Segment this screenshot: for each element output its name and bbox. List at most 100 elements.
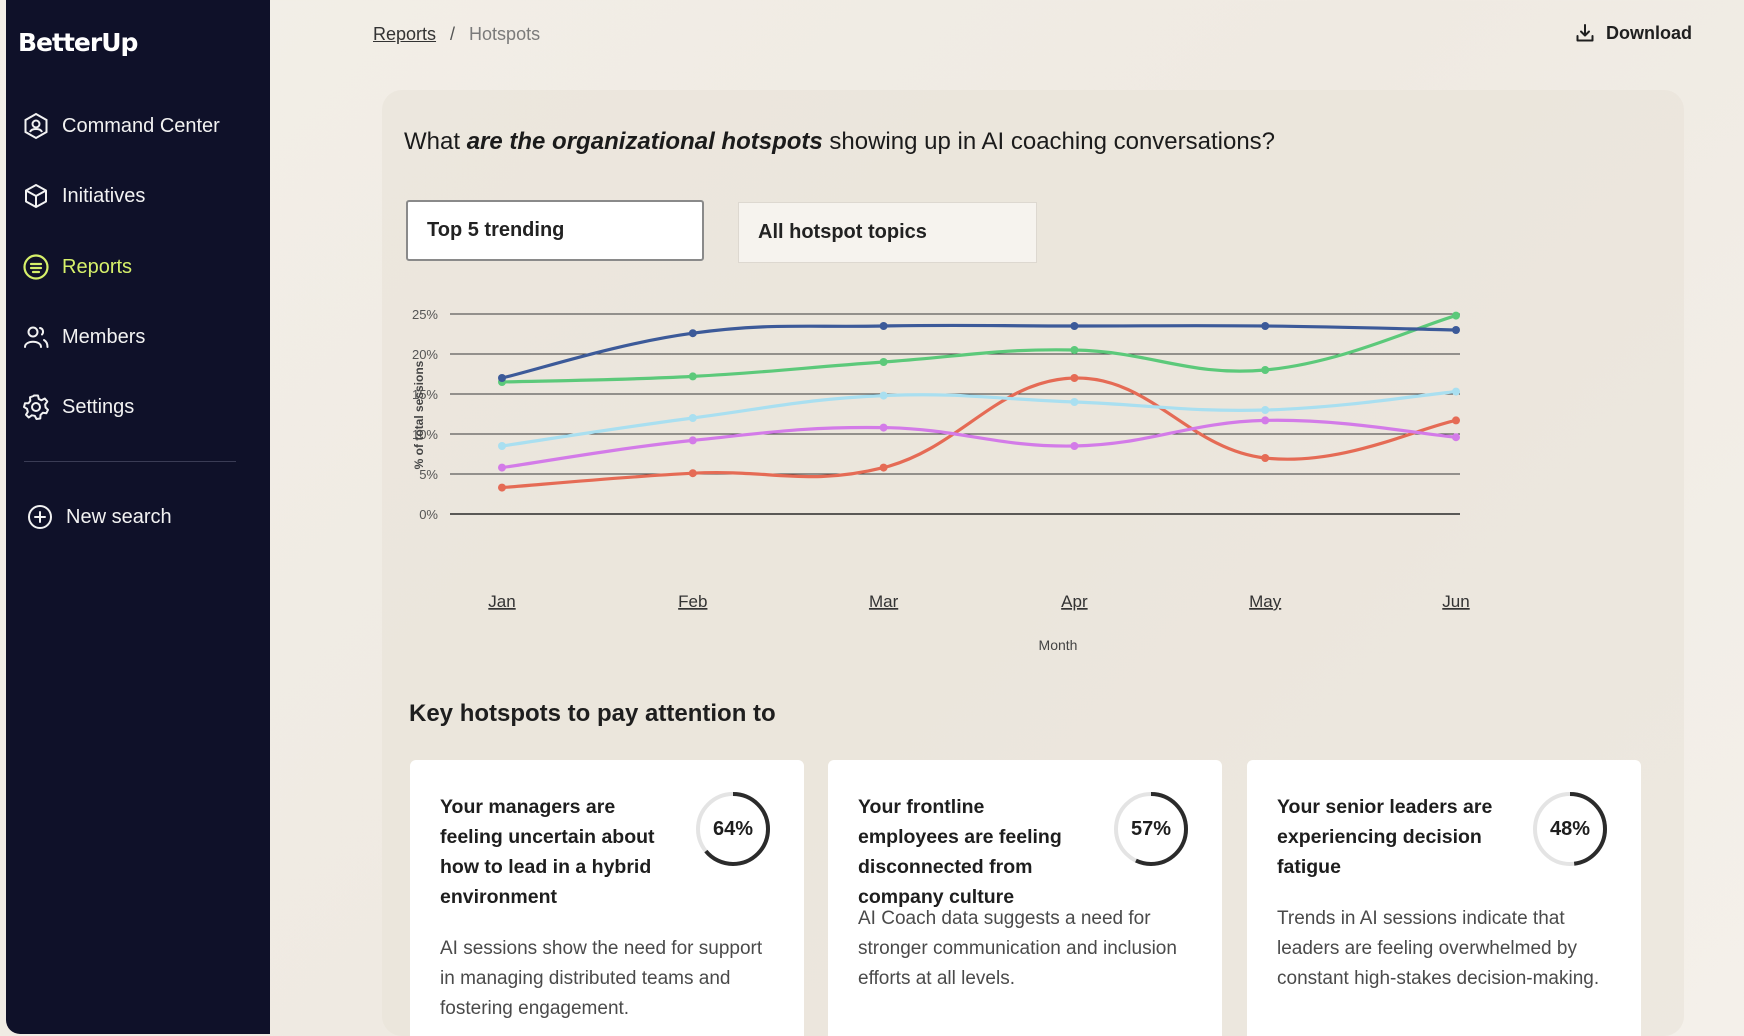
series-point: [879, 423, 888, 432]
series-point: [1070, 374, 1079, 382]
series-point: [498, 483, 506, 492]
series-point: [1261, 416, 1270, 425]
y-tick-label: 5%: [419, 467, 438, 482]
sidebar-item-command-center[interactable]: Command Center: [22, 112, 220, 140]
download-button[interactable]: Download: [1574, 22, 1692, 44]
question-text-1: What: [404, 128, 467, 155]
percent-ring: 48%: [1529, 788, 1611, 870]
gear-icon: [23, 394, 49, 420]
series-point: [1070, 322, 1079, 330]
series-line: [500, 323, 1458, 380]
sidebar-item-label: Initiatives: [62, 184, 146, 207]
series-point: [498, 374, 506, 382]
series-point: [498, 463, 506, 472]
y-axis-label: % of total sessions: [412, 360, 426, 469]
series-point: [879, 463, 888, 472]
series-point: [879, 322, 888, 330]
series-point: [1261, 454, 1270, 462]
series-point: [688, 469, 697, 478]
series-line: [500, 418, 1458, 470]
series-point: [1261, 406, 1270, 414]
hotspot-card[interactable]: Your senior leaders are experiencing dec…: [1247, 760, 1641, 1036]
section-title: Key hotspots to pay attention to: [409, 700, 776, 727]
y-tick-label: 0%: [419, 507, 438, 522]
percent-label: 48%: [1549, 817, 1591, 840]
breadcrumb-reports-link[interactable]: Reports: [373, 24, 437, 44]
x-tick-label: Apr: [1061, 592, 1088, 611]
x-tick-label: May: [1249, 592, 1282, 611]
x-tick-label: Feb: [678, 592, 707, 611]
series-point: [498, 442, 506, 450]
series-point: [688, 372, 697, 381]
x-tick-label: Jan: [488, 592, 515, 611]
hotspot-card[interactable]: Your frontline employees are feeling dis…: [828, 760, 1222, 1036]
new-search-button[interactable]: New search: [26, 503, 172, 531]
sidebar-item-reports[interactable]: Reports: [22, 253, 132, 281]
plus-circle-icon: [28, 505, 52, 529]
report-circle-icon: [23, 254, 49, 280]
series-line: [500, 390, 1458, 448]
ring-progress: [1533, 792, 1607, 866]
sidebar-item-label: Members: [62, 325, 146, 348]
sidebar-item-label: Command Center: [62, 114, 220, 137]
breadcrumb-current: Hotspots: [469, 24, 541, 44]
percent-label: 64%: [712, 817, 754, 840]
series-point: [879, 358, 888, 366]
x-axis-label: Month: [1039, 637, 1078, 653]
breadcrumb-separator: /: [450, 24, 456, 44]
series-point: [1261, 366, 1270, 374]
series-line: [500, 376, 1458, 490]
sidebar-item-members[interactable]: Members: [22, 323, 145, 351]
card-title: Your managers are feeling uncertain abou…: [440, 796, 655, 908]
card-title: Your frontline employees are feeling dis…: [858, 796, 1062, 908]
hotspot-card[interactable]: Your managers are feeling uncertain abou…: [410, 760, 804, 1036]
y-tick-label: 10%: [412, 427, 438, 442]
x-tick-label: Jun: [1442, 592, 1469, 611]
hexagon-user-icon: [24, 112, 48, 140]
series-point: [879, 391, 888, 400]
percent-ring: 57%: [1110, 788, 1192, 870]
series-point: [688, 414, 697, 422]
card-description: AI Coach data suggests a need for strong…: [858, 908, 1177, 989]
download-icon: [1576, 24, 1594, 42]
series-point: [1070, 398, 1079, 406]
y-tick-label: 25%: [412, 307, 438, 322]
series-point: [1452, 416, 1460, 425]
question-text-emphasis: are the organizational hotspots: [466, 128, 823, 155]
sidebar-divider: [24, 461, 236, 462]
series-point: [1452, 311, 1460, 320]
betterup-logo[interactable]: BetterUp: [18, 28, 138, 57]
ring-progress: [696, 792, 770, 866]
breadcrumb: Reports / Hotspots: [373, 24, 540, 45]
x-tick-label: Mar: [869, 592, 899, 611]
percent-label: 57%: [1130, 817, 1172, 840]
sidebar-item-settings[interactable]: Settings: [22, 393, 134, 421]
series-point: [1452, 387, 1460, 396]
filter-top-5-trending[interactable]: Top 5 trending: [406, 200, 704, 261]
ring-graphic: [696, 792, 770, 866]
new-search-label: New search: [66, 505, 172, 528]
card-description: Trends in AI sessions indicate that lead…: [1277, 908, 1600, 989]
filter-all-hotspot-topics[interactable]: All hotspot topics: [738, 202, 1037, 263]
series-point: [688, 436, 697, 445]
cube-icon: [25, 184, 47, 208]
card-description: AI sessions show the need for support in…: [440, 938, 763, 1019]
sidebar-item-initiatives[interactable]: Initiatives: [22, 182, 145, 210]
y-tick-label: 15%: [412, 387, 438, 402]
ring-progress: [1114, 792, 1188, 866]
people-icon: [24, 326, 49, 348]
series-point: [688, 329, 697, 338]
series-point: [1070, 442, 1079, 450]
series-point: [1261, 322, 1270, 330]
series-line: [500, 314, 1458, 384]
series-point: [1452, 326, 1460, 334]
sidebar-item-label: Settings: [62, 395, 135, 418]
series-point: [1070, 346, 1079, 354]
series-point: [1452, 433, 1460, 442]
sidebar: BetterUp Command Center Initiatives Repo…: [6, 0, 270, 1034]
ring-graphic: [1533, 792, 1607, 866]
page-question: What are the organizational hotspots sho…: [404, 128, 1275, 156]
question-text-2: showing up in AI coaching conversations?: [822, 128, 1276, 155]
download-label: Download: [1606, 22, 1692, 43]
ring-graphic: [1114, 792, 1188, 866]
